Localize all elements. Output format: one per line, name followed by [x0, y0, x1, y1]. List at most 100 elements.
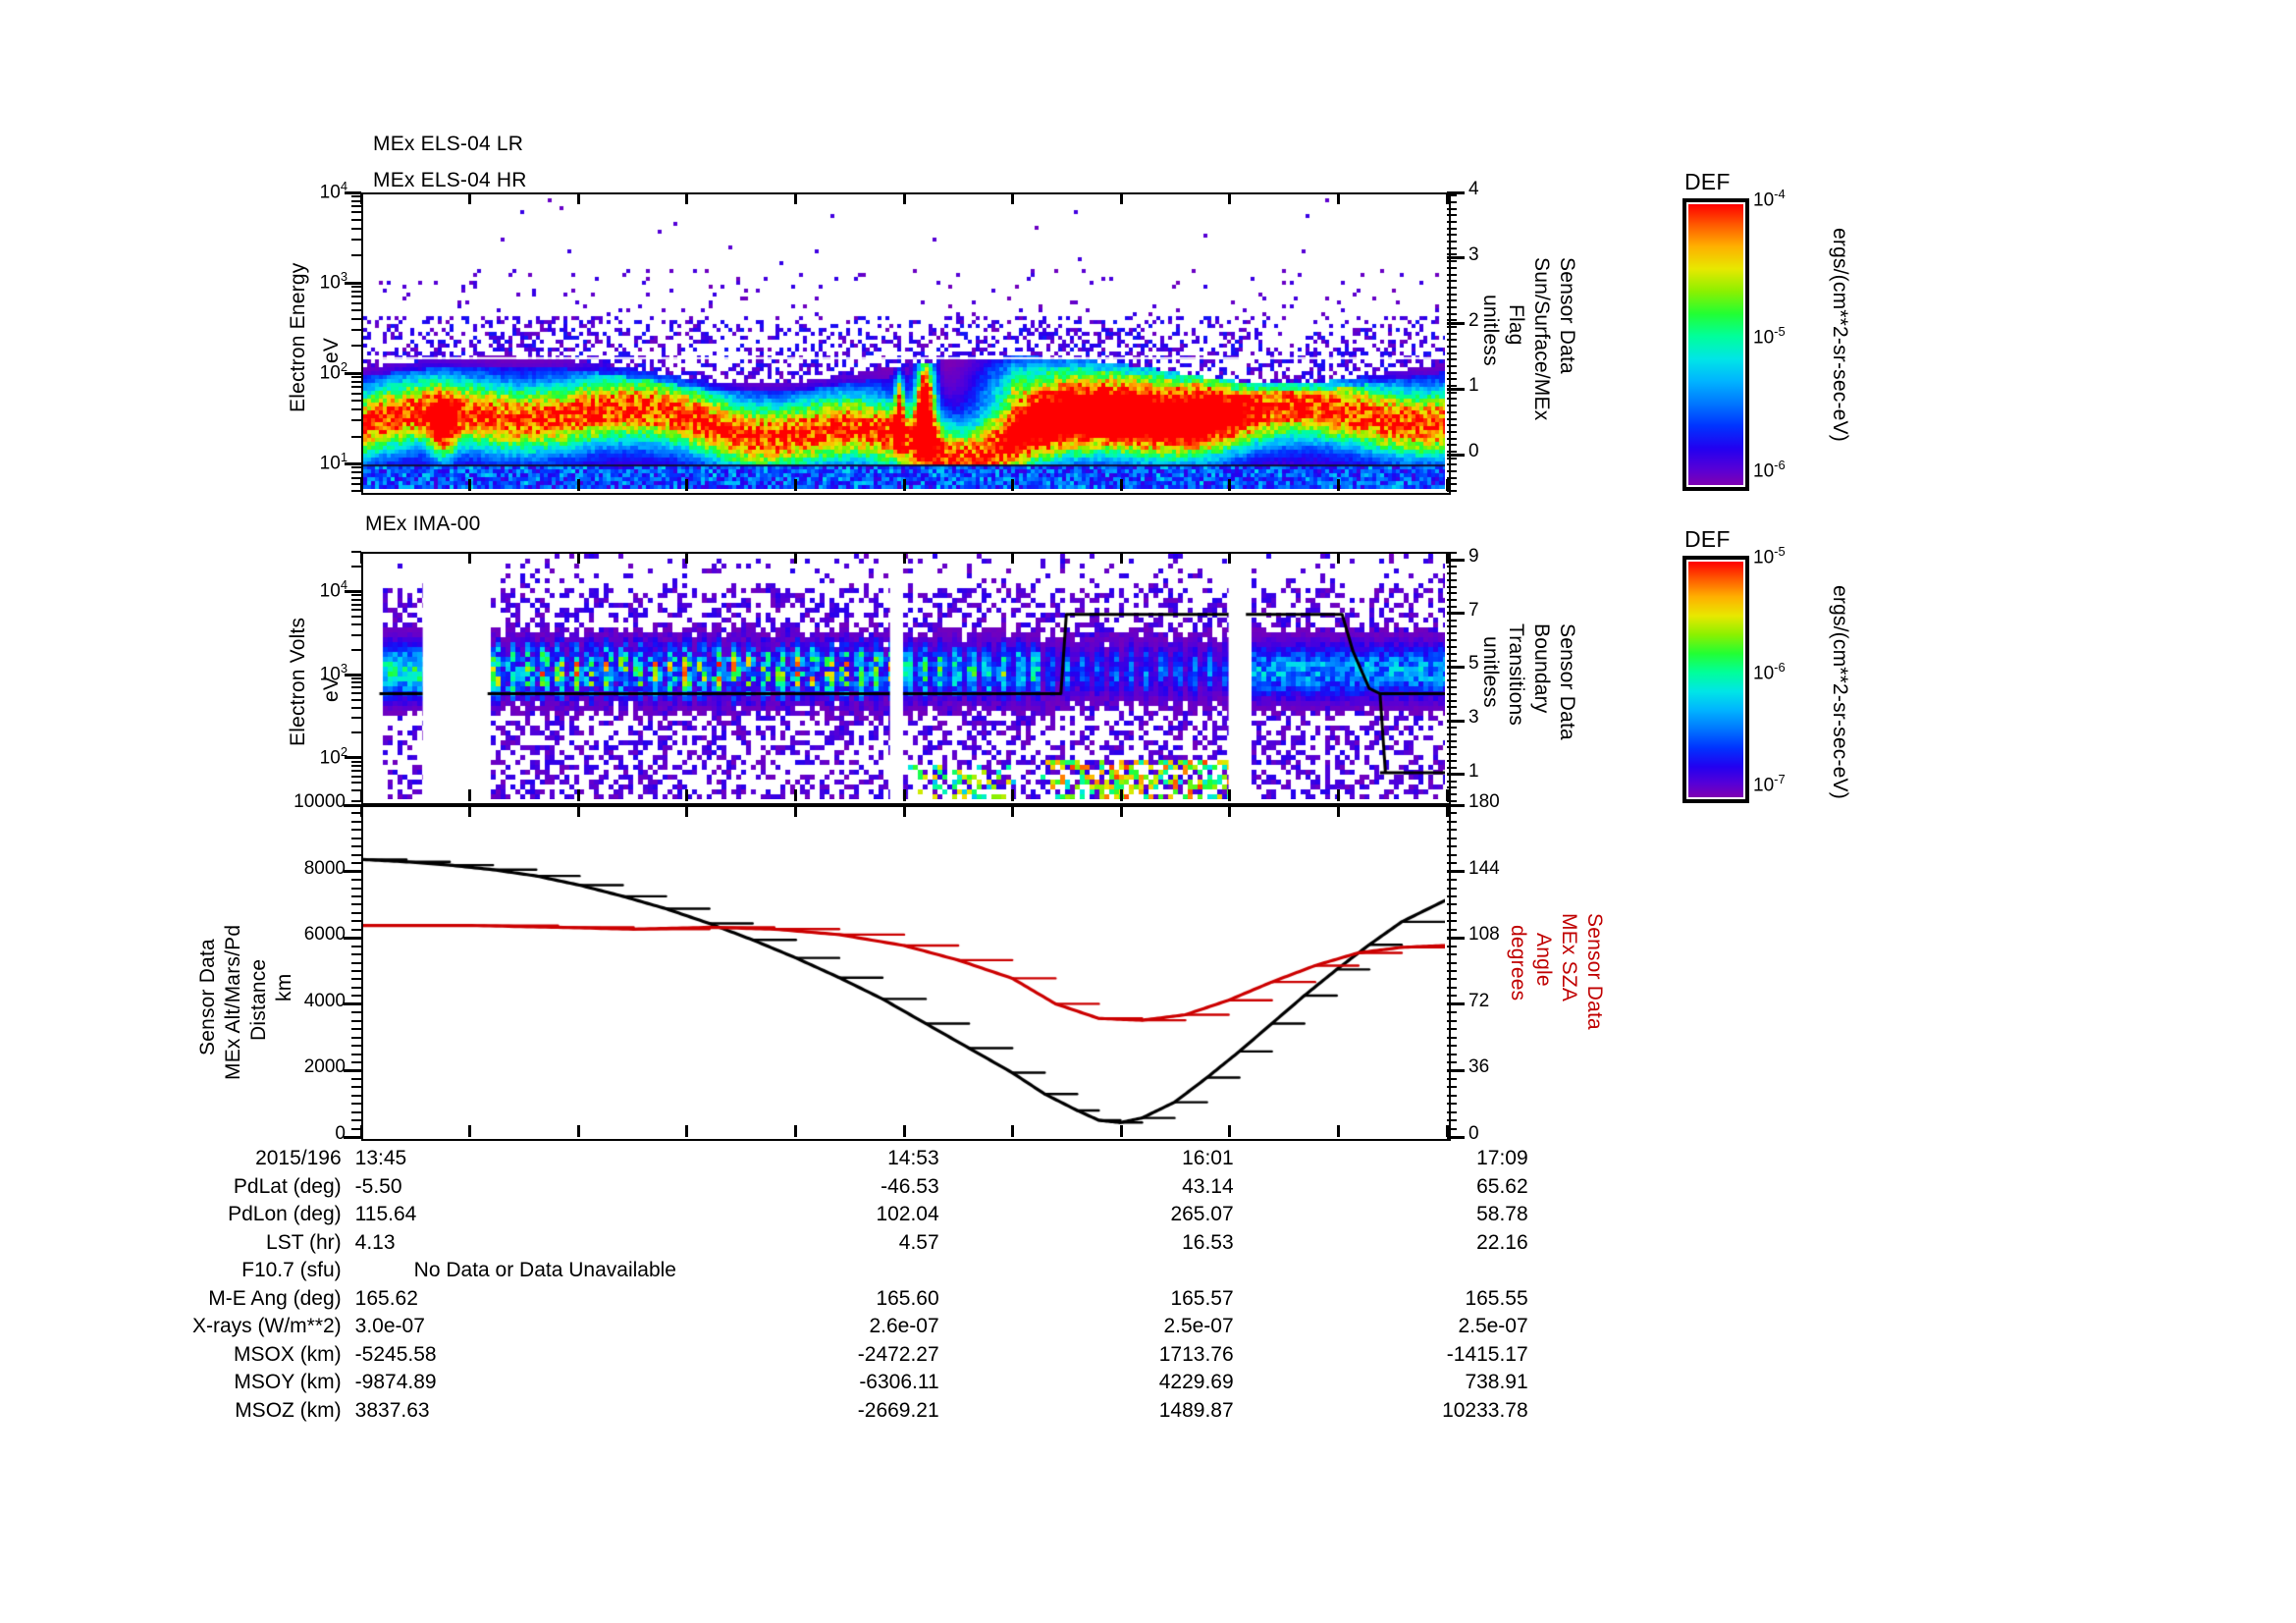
table-row: M-E Ang (deg) 165.62 165.60 165.57 165.55: [192, 1286, 1527, 1316]
p2-rl2: Boundary: [1530, 623, 1553, 714]
axis-tick-mark: [344, 1068, 361, 1072]
panel2-yunit-text: eV: [320, 676, 343, 702]
colorbar-2[interactable]: [1682, 556, 1749, 803]
axis-tick-mark: [345, 461, 361, 465]
axis-tick-mark: [351, 820, 361, 823]
axis-tick-mark: [351, 812, 361, 815]
axis-tick-mark: [351, 706, 361, 709]
panel3-ytick-6000: 6000: [303, 924, 346, 946]
axis-tick-mark: [351, 1119, 361, 1122]
axis-tick-mark: [351, 686, 361, 689]
axis-tick-mark: [351, 609, 361, 612]
table-cell: -6306.11: [859, 1371, 939, 1394]
table-cell: 102.04: [876, 1203, 939, 1226]
panel1-plot-area[interactable]: [361, 192, 1451, 495]
table-cell: 10233.78: [1442, 1398, 1528, 1422]
colorbar-2-units: ergs/(cm**2-sr-sec-eV): [1829, 585, 1851, 799]
table-cell: 4229.69: [1158, 1371, 1234, 1394]
panel1-right-tick-2: 2: [1468, 309, 1479, 331]
axis-tick-mark: [351, 623, 361, 626]
axis-tick-mark: [351, 1094, 361, 1097]
panel1-right-tick-3: 3: [1468, 243, 1479, 265]
table-row: LST (hr) 4.13 4.57 16.53 22.16: [192, 1231, 1528, 1260]
table-cell: 43.14: [1182, 1174, 1234, 1198]
colorbar-1-gradient: [1688, 204, 1743, 485]
axis-tick-mark: [351, 211, 361, 214]
panel3-right-tick-144: 144: [1468, 857, 1500, 879]
axis-tick-mark: [351, 1045, 361, 1048]
table-row: MSOX (km) -5245.58 -2472.27 1713.76 -1415.17: [192, 1343, 1528, 1372]
panel3-right-label-degrees: degrees: [1506, 925, 1529, 1001]
cb1-mid-base: 10: [1753, 327, 1775, 349]
cb1-top-base: 10: [1753, 189, 1775, 211]
panel2-plot-area[interactable]: [361, 552, 1451, 805]
axis-tick-mark: [351, 853, 361, 856]
axis-tick-mark: [351, 717, 361, 720]
table-cell: 3837.63: [354, 1398, 430, 1422]
axis-tick-mark: [351, 1103, 361, 1106]
p1-rl1: Sensor Data: [1556, 257, 1578, 374]
colorbar-1[interactable]: [1682, 198, 1749, 491]
axis-tick-mark: [351, 986, 361, 989]
table-cell: 22.16: [1476, 1230, 1528, 1254]
axis-tick-mark: [351, 961, 361, 964]
panel2-right-tick-3: 3: [1468, 707, 1479, 729]
axis-tick-mark: [351, 1077, 361, 1080]
axis-tick-mark: [351, 676, 361, 679]
colorbar-1-top-tick: 10-4: [1753, 187, 1786, 211]
table-row-label: M-E Ang (deg): [208, 1286, 342, 1310]
panel2-right-label-boundary: Boundary: [1529, 623, 1553, 714]
table-cell: 1489.87: [1158, 1398, 1234, 1422]
axis-tick-mark: [351, 1127, 361, 1130]
panel3-ylabel-distance: Distance: [247, 959, 271, 1041]
panel1-right-label-unitless: unitless: [1478, 295, 1502, 366]
table-row-label: F10.7 (sfu): [241, 1259, 342, 1282]
p1-rl2: Sun/Surface/MEx: [1530, 257, 1553, 421]
panel3-ylabel-sensor-data: Sensor Data: [196, 939, 220, 1055]
axis-tick-mark: [351, 1019, 361, 1022]
axis-tick-mark: [345, 281, 361, 285]
panel2-right-tick-7: 7: [1468, 599, 1479, 621]
panel1-ylabel: Electron Energy: [287, 263, 310, 412]
p3-rl4: degrees: [1507, 925, 1529, 1001]
panel1-yunit: eV: [320, 338, 344, 363]
p3-rl1: Sensor Data: [1583, 913, 1606, 1030]
table-row-label: X-rays (W/m**2): [192, 1315, 342, 1338]
cb2-mid-exp: -6: [1774, 660, 1786, 675]
axis-tick-mark: [351, 291, 361, 294]
axis-tick-mark: [345, 190, 361, 194]
axis-tick-mark: [351, 829, 361, 832]
axis-tick-mark: [351, 490, 361, 492]
panel3-ytick-4000: 4000: [303, 990, 346, 1011]
colorbar-1-units: ergs/(cm**2-sr-sec-eV): [1829, 228, 1851, 442]
axis-tick-mark: [351, 205, 361, 208]
axis-tick-mark: [351, 691, 361, 694]
panel3-plot-area[interactable]: [361, 805, 1451, 1141]
axis-tick-mark: [351, 800, 361, 802]
table-cell: 2.5e-07: [1163, 1315, 1234, 1338]
axis-tick-mark: [344, 1002, 361, 1006]
colorbar-1-bottom-tick: 10-6: [1753, 458, 1786, 482]
axis-tick-mark: [351, 615, 361, 618]
table-cell: 14:53: [887, 1147, 939, 1169]
panel1-right-tick-0: 0: [1468, 441, 1479, 462]
axis-tick-mark: [351, 1028, 361, 1031]
table-cell: -46.53: [881, 1174, 939, 1198]
table-row: PdLat (deg) -5.50 -46.53 43.14 65.62: [192, 1175, 1528, 1204]
colorbar-2-top-tick: 10-5: [1753, 544, 1786, 568]
table-cell: -2472.27: [857, 1342, 939, 1366]
table-row: MSOY (km) -9874.89 -6306.11 4229.69 738.91: [192, 1371, 1527, 1399]
table-cell: 16:01: [1182, 1147, 1234, 1169]
axis-tick-mark: [351, 970, 361, 972]
axis-tick-mark: [351, 317, 361, 320]
table-cell: 165.57: [1170, 1286, 1234, 1310]
table-cell: 1713.76: [1158, 1342, 1234, 1366]
table-cell: -5245.58: [354, 1342, 437, 1366]
panel1-title-hr: MEx ELS-04 HR: [373, 169, 527, 191]
axis-tick-mark: [345, 589, 361, 593]
axis-tick-mark: [351, 903, 361, 906]
table-cell: -9874.89: [354, 1371, 437, 1394]
table-cell: 265.07: [1170, 1203, 1234, 1226]
table-cell: 2.6e-07: [869, 1315, 939, 1338]
axis-tick-mark: [351, 769, 361, 772]
